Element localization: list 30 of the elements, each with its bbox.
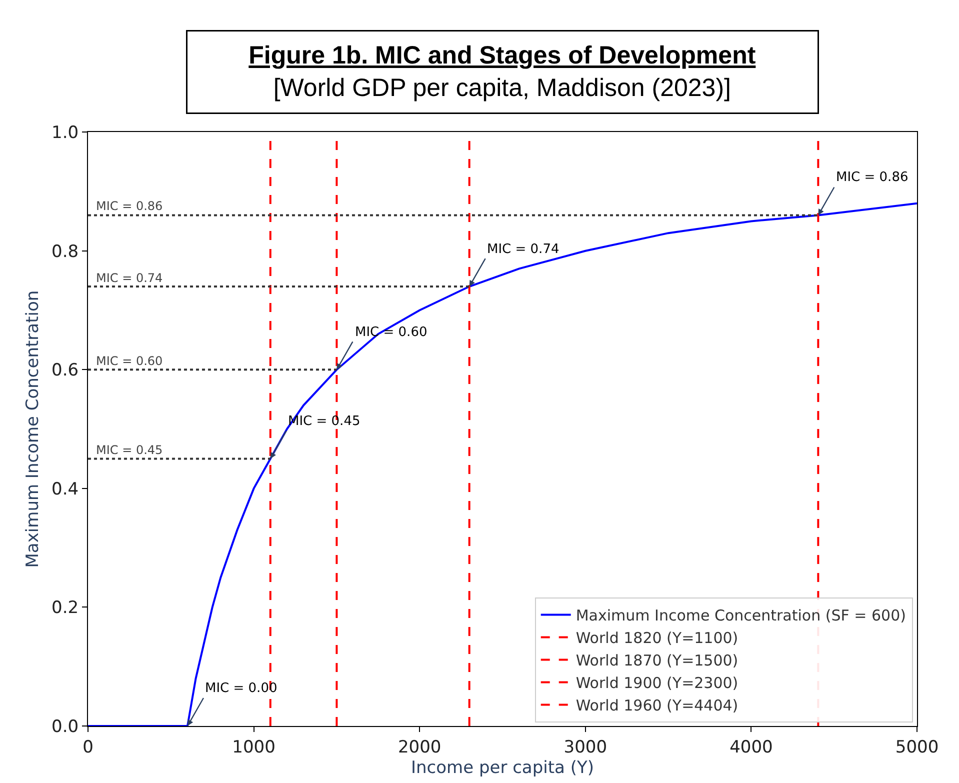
y-tick-label: 1.0 [52, 123, 79, 144]
annotation: MIC = 0.60 [355, 325, 428, 340]
annotation: MIC = 0.00 [205, 681, 278, 696]
legend-label: Maximum Income Concentration (SF = 600) [576, 606, 906, 625]
legend-label: World 1820 (Y=1100) [576, 629, 738, 648]
ref-line-label: MIC = 0.74 [96, 271, 163, 285]
x-tick-label: 4000 [730, 737, 773, 758]
x-tick-label: 0 [82, 737, 94, 758]
y-tick-label: 0.2 [52, 598, 79, 618]
x-axis-title: Income per capita (Y) [410, 758, 594, 778]
y-tick-label: 0.4 [52, 479, 79, 500]
x-tick-label: 3000 [564, 737, 608, 758]
annotation: MIC = 0.86 [836, 170, 908, 185]
ref-line-label: MIC = 0.45 [96, 443, 163, 457]
x-tick-label: 5000 [895, 737, 939, 758]
line-series [88, 202, 917, 726]
legend-label: World 1960 (Y=4404) [576, 696, 738, 715]
annotation: MIC = 0.74 [487, 242, 560, 257]
chart-title: Figure 1b. MIC and Stages of Development [248, 42, 756, 70]
y-tick-label: 0.8 [52, 242, 79, 262]
x-tick-label: 2000 [398, 737, 442, 758]
ref-line-label: MIC = 0.86 [96, 199, 163, 213]
y-tick-label: 0.6 [52, 360, 79, 381]
ref-line-label: MIC = 0.60 [96, 354, 163, 368]
chart-subtitle: [World GDP per capita, Maddison (2023)] [273, 74, 731, 102]
legend-label: World 1900 (Y=2300) [576, 674, 738, 692]
y-axis-title: Maximum Income Concentration [23, 290, 44, 568]
legend-label: World 1870 (Y=1500) [576, 652, 738, 670]
x-tick-label: 1000 [232, 737, 276, 758]
y-tick-label: 0.0 [52, 716, 79, 737]
